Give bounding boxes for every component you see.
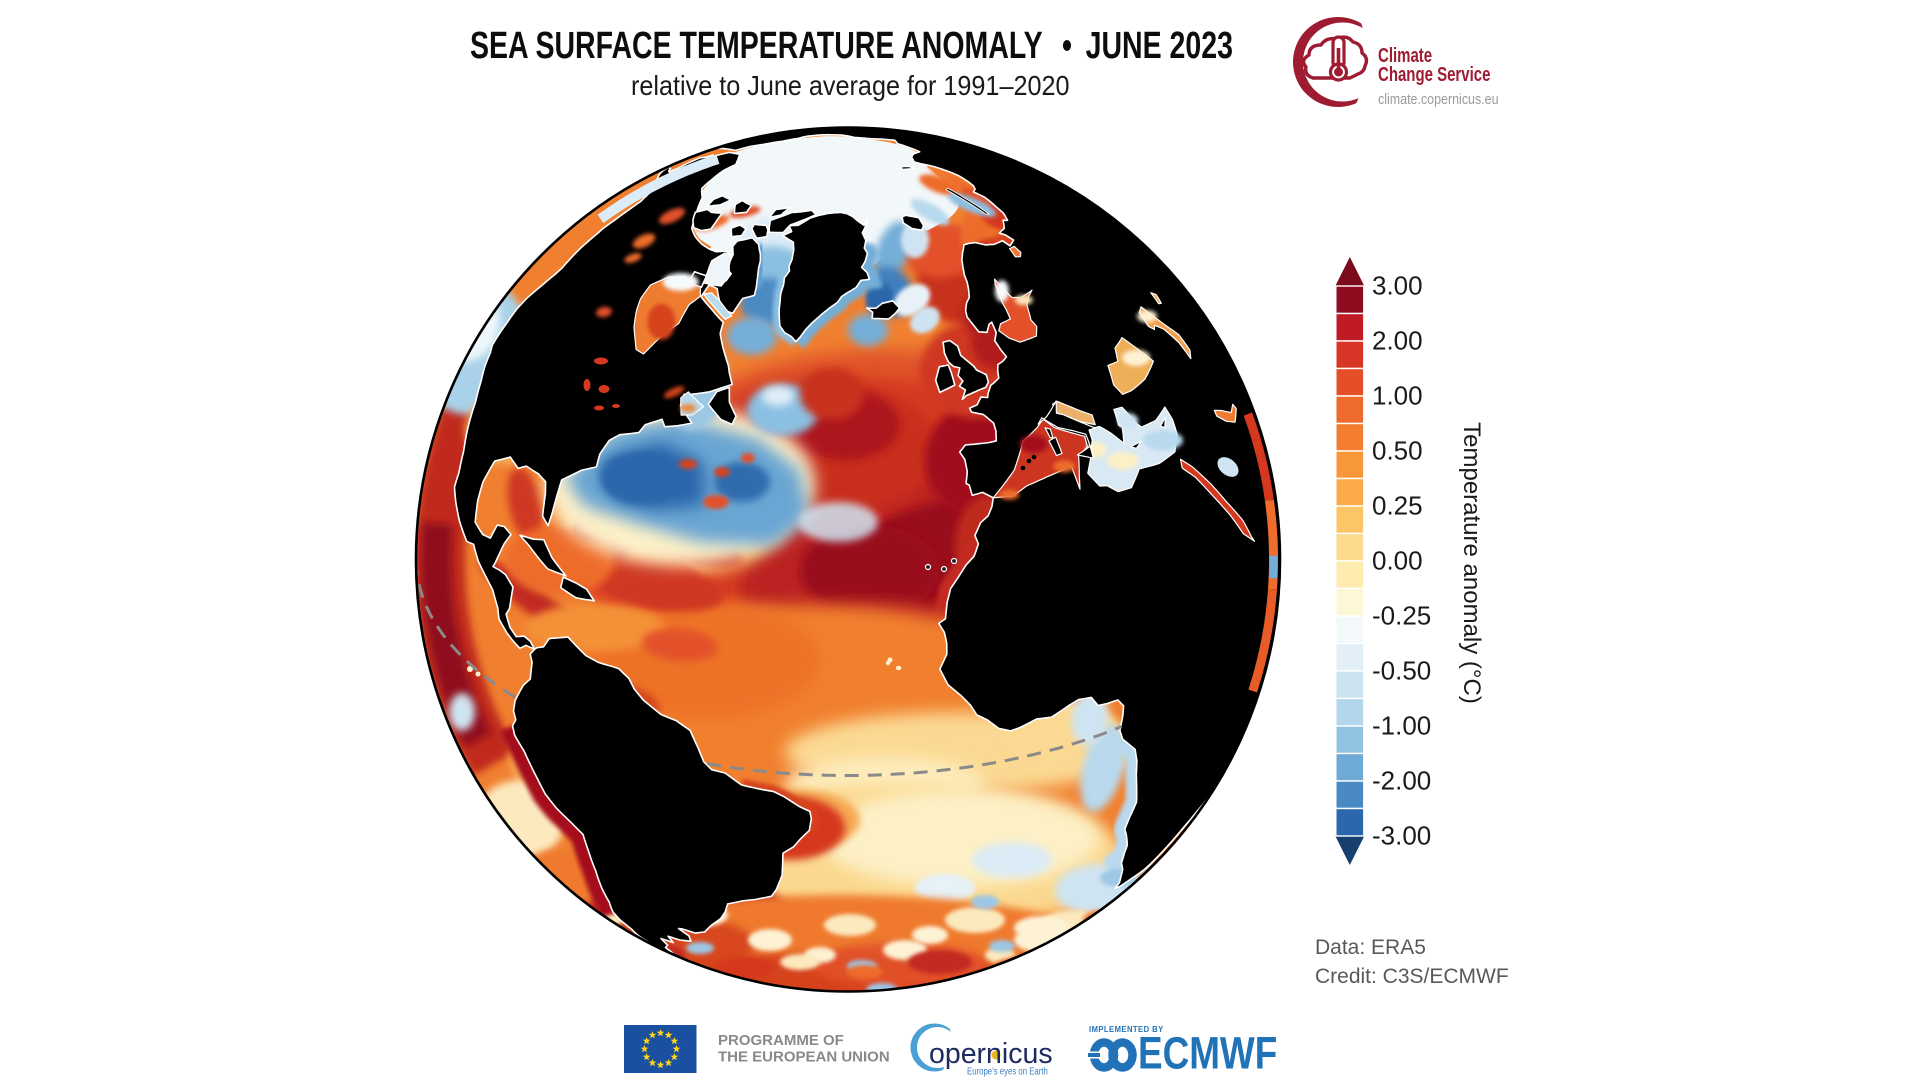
svg-text:1.00: 1.00	[1372, 381, 1423, 411]
svg-text:-2.00: -2.00	[1372, 766, 1431, 796]
svg-text:-0.50: -0.50	[1372, 656, 1431, 686]
svg-text:Europe’s eyes on Earth: Europe’s eyes on Earth	[967, 1066, 1048, 1077]
svg-text:3.00: 3.00	[1372, 271, 1423, 301]
svg-text:THE EUROPEAN UNION: THE EUROPEAN UNION	[718, 1049, 890, 1066]
svg-text:-3.00: -3.00	[1372, 821, 1431, 851]
svg-text:IMPLEMENTED BY: IMPLEMENTED BY	[1089, 1025, 1164, 1034]
svg-text:0.25: 0.25	[1372, 491, 1423, 521]
svg-text:0.50: 0.50	[1372, 436, 1423, 466]
svg-text:-1.00: -1.00	[1372, 711, 1431, 741]
svg-text:climate.copernicus.eu: climate.copernicus.eu	[1378, 91, 1499, 107]
svg-text:opernicus: opernicus	[929, 1038, 1053, 1070]
svg-text:Temperature anomaly (°C): Temperature anomaly (°C)	[1458, 422, 1485, 704]
svg-text:Climate: Climate	[1378, 44, 1432, 67]
svg-text:2.00: 2.00	[1372, 326, 1423, 356]
svg-text:Change Service: Change Service	[1378, 63, 1491, 86]
svg-text:ECMWF: ECMWF	[1138, 1028, 1277, 1078]
svg-text:0.00: 0.00	[1372, 546, 1423, 576]
svg-text:PROGRAMME OF: PROGRAMME OF	[718, 1032, 844, 1049]
svg-text:-0.25: -0.25	[1372, 601, 1431, 631]
